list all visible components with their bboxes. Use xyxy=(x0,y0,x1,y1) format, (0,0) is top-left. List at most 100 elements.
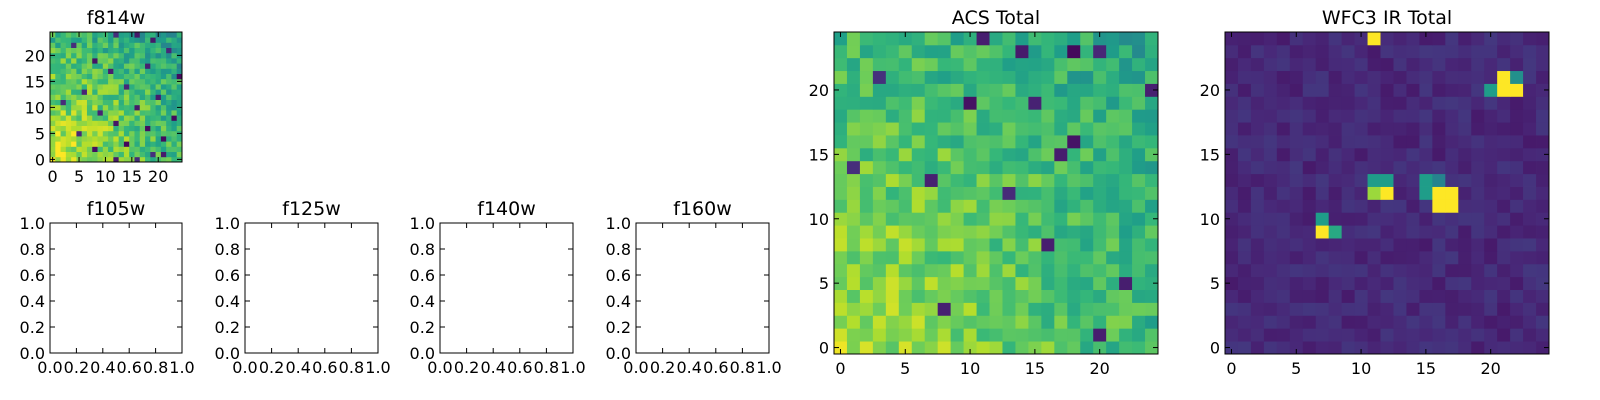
heatmap-cell xyxy=(1054,44,1068,59)
heatmap-cell xyxy=(1406,315,1420,329)
heatmap-cell xyxy=(118,99,125,106)
heatmap-cell xyxy=(86,58,93,64)
y-tick-label: 0 xyxy=(819,339,829,358)
heatmap-cell xyxy=(71,32,77,38)
heatmap-cell xyxy=(1458,96,1472,110)
heatmap-cell xyxy=(1015,186,1029,200)
heatmap-cell xyxy=(1145,250,1159,265)
heatmap-cell xyxy=(1510,225,1524,239)
heatmap-cell xyxy=(71,58,77,64)
heatmap-cell xyxy=(92,151,98,158)
heatmap-cell xyxy=(1367,122,1381,136)
heatmap-cell xyxy=(950,83,964,97)
heatmap-cell xyxy=(1041,250,1055,265)
heatmap-cell xyxy=(911,186,926,200)
x-tick-label: 5 xyxy=(1291,359,1301,378)
heatmap-cell xyxy=(1471,276,1485,290)
heatmap-cell xyxy=(1119,57,1133,72)
heatmap-cell xyxy=(1028,173,1042,187)
heatmap-cell xyxy=(1106,122,1120,136)
heatmap-cell xyxy=(171,89,178,95)
heatmap-cell xyxy=(113,32,120,38)
heatmap-cell xyxy=(150,37,156,43)
heatmap-cell xyxy=(1510,135,1524,149)
heatmap-cell xyxy=(872,135,887,149)
heatmap-cell xyxy=(1367,109,1381,123)
heatmap-cell xyxy=(108,84,114,90)
heatmap-cell xyxy=(1458,173,1472,187)
heatmap-cell xyxy=(50,120,56,126)
heatmap-cell xyxy=(1119,109,1133,123)
heatmap-cell xyxy=(924,173,939,187)
heatmap-cell xyxy=(898,341,913,355)
heatmap-cell xyxy=(92,141,98,147)
heatmap-cell xyxy=(1419,250,1433,265)
heatmap-cell xyxy=(1432,147,1446,162)
heatmap-cell xyxy=(1432,32,1446,46)
heatmap-cell xyxy=(989,32,1003,46)
y-tick-label: 0.2 xyxy=(606,318,631,337)
heatmap-cell xyxy=(71,156,77,163)
heatmap-cell xyxy=(924,212,939,226)
heatmap-cell xyxy=(166,84,172,90)
heatmap-cell xyxy=(1354,160,1368,175)
heatmap-cell xyxy=(150,104,156,111)
heatmap-cell xyxy=(1106,83,1120,97)
x-tick-label: 0.4 xyxy=(285,358,310,377)
x-tick-label: 0.8 xyxy=(339,358,364,377)
heatmap-cell xyxy=(118,125,125,132)
heatmap-cell xyxy=(898,315,913,329)
heatmap-cell xyxy=(1315,250,1330,265)
heatmap-cell xyxy=(1497,250,1511,265)
heatmap-cell xyxy=(65,141,72,147)
heatmap-cell xyxy=(1523,96,1537,110)
heatmap-cell xyxy=(108,32,114,38)
heatmap-cell xyxy=(989,238,1003,252)
heatmap-cell xyxy=(1341,44,1355,59)
heatmap-cell xyxy=(139,125,146,132)
heatmap-cell xyxy=(1536,96,1550,110)
heatmap-cell xyxy=(118,68,125,74)
heatmap-cell xyxy=(1471,225,1485,239)
heatmap-cell xyxy=(924,44,939,59)
heatmap-cell xyxy=(859,122,874,136)
heatmap-cell xyxy=(1015,302,1029,316)
heatmap-cell xyxy=(989,135,1003,149)
heatmap-cell xyxy=(1145,341,1159,355)
heatmap-cell xyxy=(1237,276,1252,290)
x-tick-label: 0.2 xyxy=(259,358,284,377)
heatmap-cell xyxy=(1250,160,1265,175)
heatmap-cell xyxy=(1471,44,1485,59)
heatmap-cell xyxy=(1067,57,1081,72)
heatmap-cell xyxy=(1093,250,1107,265)
heatmap-cell xyxy=(150,73,156,80)
heatmap-cell xyxy=(65,73,72,80)
y-tick-label: 1.0 xyxy=(20,214,45,233)
heatmap-cell xyxy=(171,104,178,111)
heatmap-cell xyxy=(1067,289,1081,303)
heatmap-cell xyxy=(1367,238,1381,252)
heatmap-cell xyxy=(139,47,146,54)
heatmap-cell xyxy=(911,289,926,303)
heatmap-cell xyxy=(150,58,156,64)
heatmap-cell xyxy=(885,289,900,303)
heatmap-cell xyxy=(1419,44,1433,59)
heatmap-cell xyxy=(123,94,130,100)
heatmap-cell xyxy=(1080,122,1094,136)
heatmap-cell xyxy=(911,70,926,84)
heatmap-cell xyxy=(1093,57,1107,72)
heatmap-cell xyxy=(1015,199,1029,213)
heatmap-cell xyxy=(1093,186,1107,200)
heatmap-cell xyxy=(1302,276,1317,290)
heatmap-cell xyxy=(1406,238,1420,252)
heatmap-cell xyxy=(1510,212,1524,226)
heatmap-cell xyxy=(1380,70,1394,84)
heatmap-cell xyxy=(976,109,990,123)
heatmap-cell xyxy=(171,125,178,132)
heatmap-cell xyxy=(139,136,146,142)
heatmap-cell xyxy=(55,47,61,54)
heatmap-cell xyxy=(1106,199,1120,213)
heatmap-cell xyxy=(76,146,83,152)
heatmap-cell xyxy=(1028,289,1042,303)
heatmap-cell xyxy=(81,89,88,95)
